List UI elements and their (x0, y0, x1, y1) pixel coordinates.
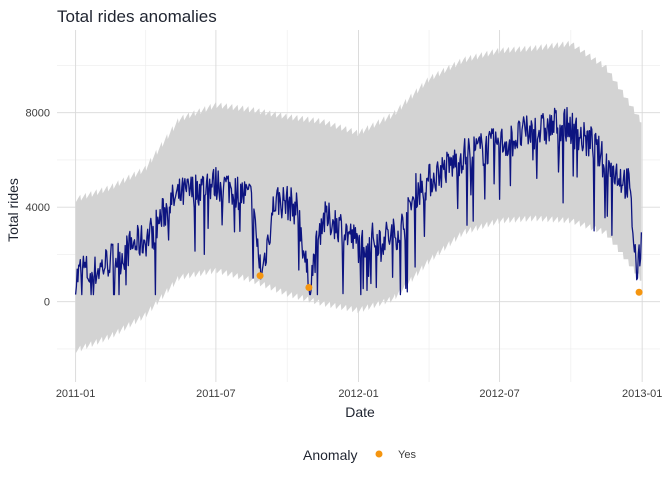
anomaly-point (256, 272, 264, 280)
total-rides-line (74, 107, 643, 296)
legend-label-yes: Yes (398, 449, 416, 461)
x-tick-label: 2012-01 (338, 388, 378, 400)
chart-title: Total rides anomalies (57, 7, 217, 26)
x-tick-label: 2012-07 (479, 388, 519, 400)
y-axis-title: Total rides (5, 178, 21, 242)
anomaly-point (305, 284, 313, 292)
plot-area: 2011-01 2011-07 2012-01 2012-07 2013-01 0 4000… (26, 30, 662, 400)
legend-anomaly-marker (375, 450, 383, 458)
x-tick-label: 2011-07 (196, 388, 236, 400)
x-tick-label: 2011-01 (56, 388, 96, 400)
legend-title: Anomaly (303, 447, 357, 463)
x-axis-title: Date (345, 404, 375, 420)
y-tick-label: 0 (44, 297, 50, 309)
anomaly-point (635, 288, 643, 296)
anomaly-band (75, 40, 642, 354)
y-tick-label: 4000 (26, 202, 50, 214)
y-tick-label: 8000 (26, 108, 50, 120)
x-tick-label: 2013-01 (622, 388, 662, 400)
legend: Anomaly Yes (303, 447, 416, 463)
